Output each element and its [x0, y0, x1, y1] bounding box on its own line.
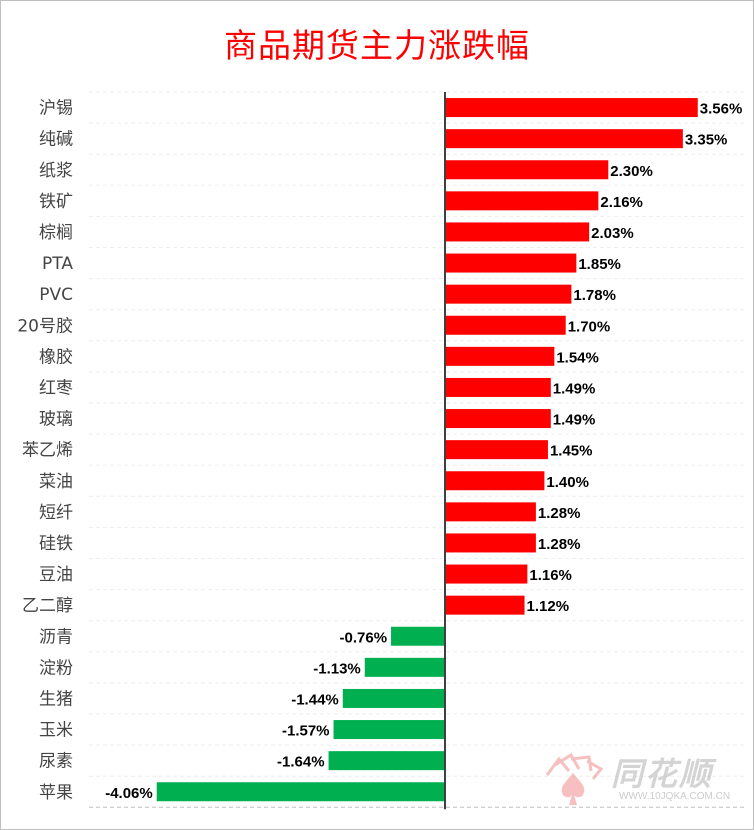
- category-label: 淀粉: [39, 658, 73, 678]
- category-label: 铁矿: [39, 192, 73, 212]
- bar: [445, 502, 536, 522]
- card-spade-logo-icon: [545, 752, 604, 805]
- category-label: 橡胶: [39, 347, 73, 367]
- category-label: 菜油: [39, 472, 73, 492]
- category-label: 苯乙烯: [22, 441, 73, 461]
- bar: [445, 98, 698, 118]
- category-label: 玉米: [39, 721, 73, 741]
- bar: [445, 129, 683, 149]
- category-label: 纸浆: [39, 161, 73, 181]
- data-label: 1.12%: [527, 598, 570, 615]
- data-label: -0.76%: [340, 629, 388, 646]
- bar: [445, 533, 536, 553]
- data-label: 1.70%: [568, 318, 611, 335]
- data-label: 2.03%: [591, 225, 634, 242]
- category-label: 20号胶: [17, 316, 73, 336]
- data-label: 1.49%: [553, 380, 596, 397]
- category-label: 玻璃: [39, 410, 73, 430]
- bar: [445, 564, 528, 584]
- data-label: -4.06%: [105, 785, 153, 802]
- bar: [445, 315, 566, 335]
- data-label: 2.16%: [600, 194, 643, 211]
- category-label: 生猪: [39, 689, 73, 709]
- data-label: 3.35%: [685, 132, 728, 149]
- category-label: 沥青: [39, 627, 73, 647]
- category-label: 尿素: [39, 752, 73, 772]
- data-label: 1.28%: [538, 505, 581, 522]
- data-label: 3.56%: [700, 101, 743, 118]
- data-label: 1.40%: [546, 474, 589, 491]
- data-label: -1.13%: [313, 660, 361, 677]
- data-label: -1.57%: [282, 723, 330, 740]
- bar: [445, 346, 555, 366]
- bar: [445, 222, 590, 242]
- bar: [156, 782, 446, 802]
- watermark-name: 同花顺: [611, 755, 714, 793]
- bar: [364, 657, 445, 677]
- data-label: 1.28%: [538, 536, 581, 553]
- data-label: 1.85%: [578, 256, 621, 273]
- data-label: 1.78%: [573, 287, 616, 304]
- data-label: 1.49%: [553, 412, 596, 429]
- bar: [445, 377, 551, 397]
- bar: [445, 440, 548, 460]
- bar: [445, 471, 545, 491]
- bar: [445, 409, 551, 429]
- category-label: 硅铁: [39, 534, 73, 554]
- chart-title: 商品期货主力涨跌幅: [224, 26, 530, 65]
- category-label: 纯碱: [39, 130, 73, 150]
- watermark-url: WWW.10JQKA.COM.CN: [619, 791, 731, 802]
- category-label: 豆油: [39, 565, 73, 585]
- bar: [333, 720, 445, 740]
- data-label: -1.64%: [277, 754, 325, 771]
- category-label: 红枣: [39, 378, 73, 398]
- bar: [445, 191, 599, 211]
- bar: [445, 595, 525, 615]
- data-label: -1.44%: [291, 691, 339, 708]
- bar: [445, 253, 577, 273]
- category-label: 苹果: [39, 783, 73, 803]
- bar: [342, 688, 445, 708]
- watermark: 同花顺 WWW.10JQKA.COM.CN: [541, 749, 741, 809]
- data-label: 1.45%: [550, 443, 593, 460]
- category-label: 棕榈: [39, 223, 73, 243]
- data-label: 1.54%: [556, 349, 599, 366]
- category-label: PTA: [42, 254, 73, 274]
- data-label: 1.16%: [529, 567, 572, 584]
- category-label: PVC: [39, 285, 73, 305]
- data-label: 2.30%: [610, 163, 653, 180]
- category-label: 乙二醇: [22, 596, 73, 616]
- bar: [391, 626, 445, 646]
- category-label: 沪锡: [39, 99, 73, 119]
- bar: [328, 751, 445, 771]
- bar: [445, 160, 609, 180]
- bar: [445, 284, 572, 304]
- category-label: 短纤: [39, 503, 73, 523]
